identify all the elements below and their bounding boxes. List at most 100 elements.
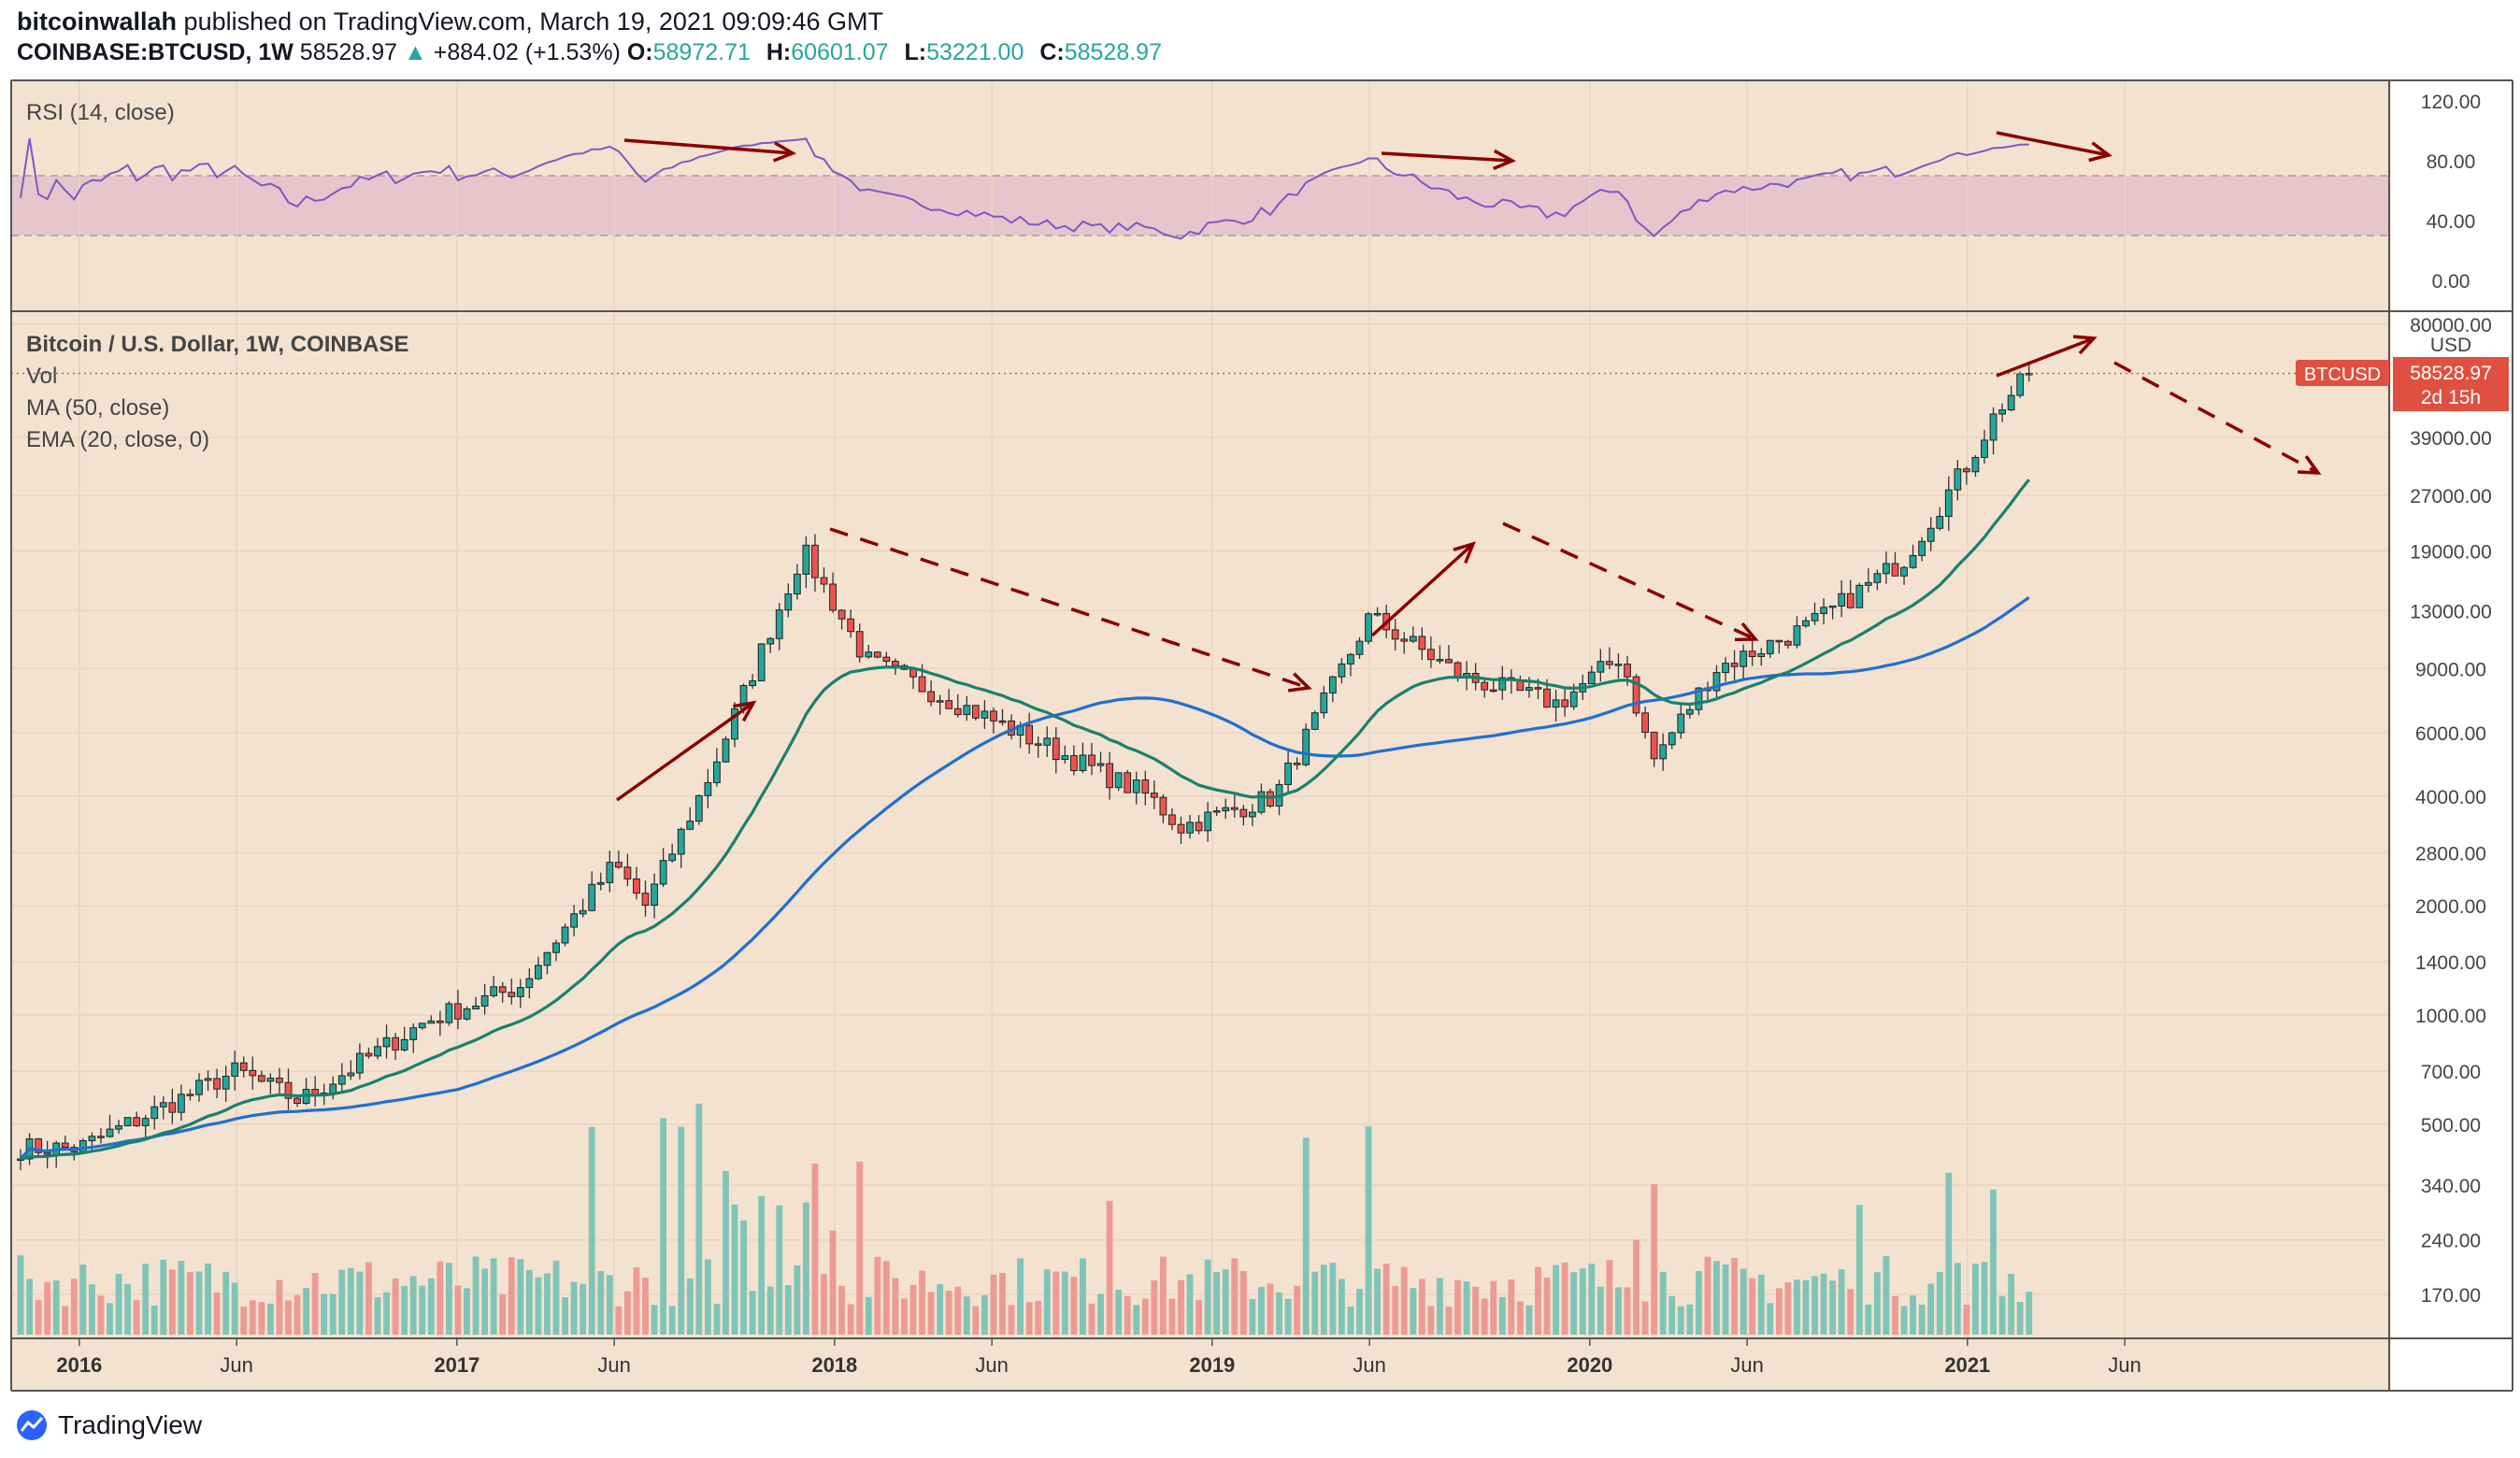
legend-vol: Vol: [26, 364, 57, 389]
candle-body: [588, 883, 596, 911]
volume-bar: [990, 1274, 997, 1335]
volume-bar: [1722, 1264, 1729, 1335]
volume-bar: [1249, 1298, 1256, 1335]
candle-body: [1846, 593, 1854, 608]
price-tick: 19000.00: [2410, 541, 2492, 563]
rsi-line: [20, 137, 2029, 240]
volume-bar: [909, 1284, 917, 1335]
candle-body: [195, 1079, 203, 1095]
candle-body: [445, 1003, 453, 1023]
candlestick-series[interactable]: [17, 362, 2033, 1171]
ma50-line: [19, 595, 2030, 1161]
candle-body: [686, 821, 694, 830]
time-tick: Jun: [975, 1353, 1008, 1377]
candle-body: [1195, 822, 1203, 832]
candle-body: [641, 893, 650, 907]
symbol-name[interactable]: COINBASE:BTCUSD, 1W: [17, 39, 294, 65]
volume-bar: [1641, 1301, 1649, 1335]
candle-body: [115, 1125, 122, 1130]
volume-bar: [79, 1264, 87, 1335]
candle-body: [1310, 712, 1319, 730]
candle-body: [1981, 439, 1988, 458]
volume-bar: [695, 1103, 703, 1335]
volume-bar: [678, 1126, 685, 1335]
candle-body: [694, 794, 703, 822]
volume-bar: [356, 1271, 364, 1335]
candle-body: [1355, 640, 1364, 655]
candle-body: [1918, 540, 1926, 556]
candle-body: [1677, 713, 1685, 734]
candle-body: [1052, 737, 1060, 761]
price-tick: 340.00: [2421, 1176, 2481, 1197]
volume-bar: [213, 1292, 221, 1335]
grid-lines: [11, 80, 2389, 1338]
volume-bar: [1963, 1304, 1970, 1335]
candle-body: [480, 994, 489, 1007]
candle-body: [35, 1138, 43, 1153]
candle-body: [829, 583, 837, 611]
candle-body: [1596, 661, 1605, 673]
volume-bar: [1302, 1137, 1310, 1335]
volume-bar: [954, 1286, 962, 1335]
candle-body: [382, 1036, 391, 1048]
volume-bar: [1579, 1268, 1586, 1335]
symbol-line: COINBASE:BTCUSD, 1W 58528.97 ▲ +884.02 (…: [17, 39, 1171, 66]
volume-bar: [124, 1284, 131, 1335]
volume-bar: [150, 1305, 158, 1335]
candle-body: [749, 679, 757, 687]
price-tick: 13000.00: [2410, 601, 2492, 622]
candle-body: [337, 1075, 346, 1085]
candle-body: [1685, 708, 1694, 715]
volume-bar: [133, 1299, 140, 1335]
volume-bar: [1052, 1271, 1060, 1335]
volume-bar: [508, 1257, 515, 1335]
trend-arrow: [829, 527, 1310, 690]
candle-body: [1096, 763, 1105, 766]
candle-body: [1963, 468, 1970, 473]
volume-bar: [1356, 1289, 1363, 1335]
rsi-band: [11, 176, 2389, 236]
volume-bar: [1981, 1262, 1988, 1335]
arrow-head-icon: [772, 141, 797, 163]
volume-bar: [1820, 1273, 1827, 1335]
candle-body: [1820, 607, 1827, 614]
volume-bar: [570, 1281, 578, 1335]
volume-bar: [1704, 1256, 1711, 1335]
candle-body: [1525, 687, 1533, 692]
price-axis[interactable]: 80000.00 39000.00 27000.00 19000.00 13000.00…: [2410, 92, 2492, 1307]
volume-bar: [464, 1288, 470, 1335]
volume-bar: [240, 1306, 248, 1335]
time-tick: 2021: [1944, 1353, 1990, 1377]
volume-bar: [1543, 1278, 1551, 1335]
candle-body: [1373, 612, 1382, 616]
candle-body: [204, 1078, 212, 1081]
volume-bar: [535, 1277, 542, 1335]
volume-bar: [1838, 1269, 1845, 1335]
candle-body: [356, 1052, 364, 1074]
volume-bar: [1633, 1239, 1639, 1335]
candle-body: [1641, 712, 1649, 734]
volume-bar: [1097, 1294, 1104, 1335]
time-axis[interactable]: 2016 Jun 2017 Jun 2018 Jun 2019 Jun 2020 Jun 2021 J…: [56, 1338, 2141, 1377]
candle-body: [1212, 810, 1221, 813]
candle-body: [222, 1075, 230, 1090]
volume-bar: [160, 1259, 167, 1335]
volume-bar: [2008, 1273, 2015, 1335]
volume-bar: [311, 1273, 319, 1335]
volume-bar: [1204, 1259, 1211, 1335]
volume-bar: [2026, 1291, 2033, 1335]
candle-body: [1632, 676, 1640, 714]
ohlc-open-value: 58972.71: [652, 39, 751, 65]
rsi-tick: 0.00: [2432, 271, 2470, 293]
author-name[interactable]: bitcoinwallah: [17, 7, 178, 36]
volume-bar: [803, 1202, 809, 1335]
volume-bar: [1811, 1276, 1818, 1335]
time-tick: 2017: [434, 1353, 480, 1377]
candle-body: [838, 609, 846, 620]
rsi-tick: 80.00: [2427, 151, 2476, 173]
candle-body: [374, 1046, 381, 1057]
volume-bar: [267, 1303, 274, 1335]
tradingview-logo[interactable]: TradingView: [13, 1409, 202, 1441]
volume-bar: [1651, 1184, 1658, 1335]
